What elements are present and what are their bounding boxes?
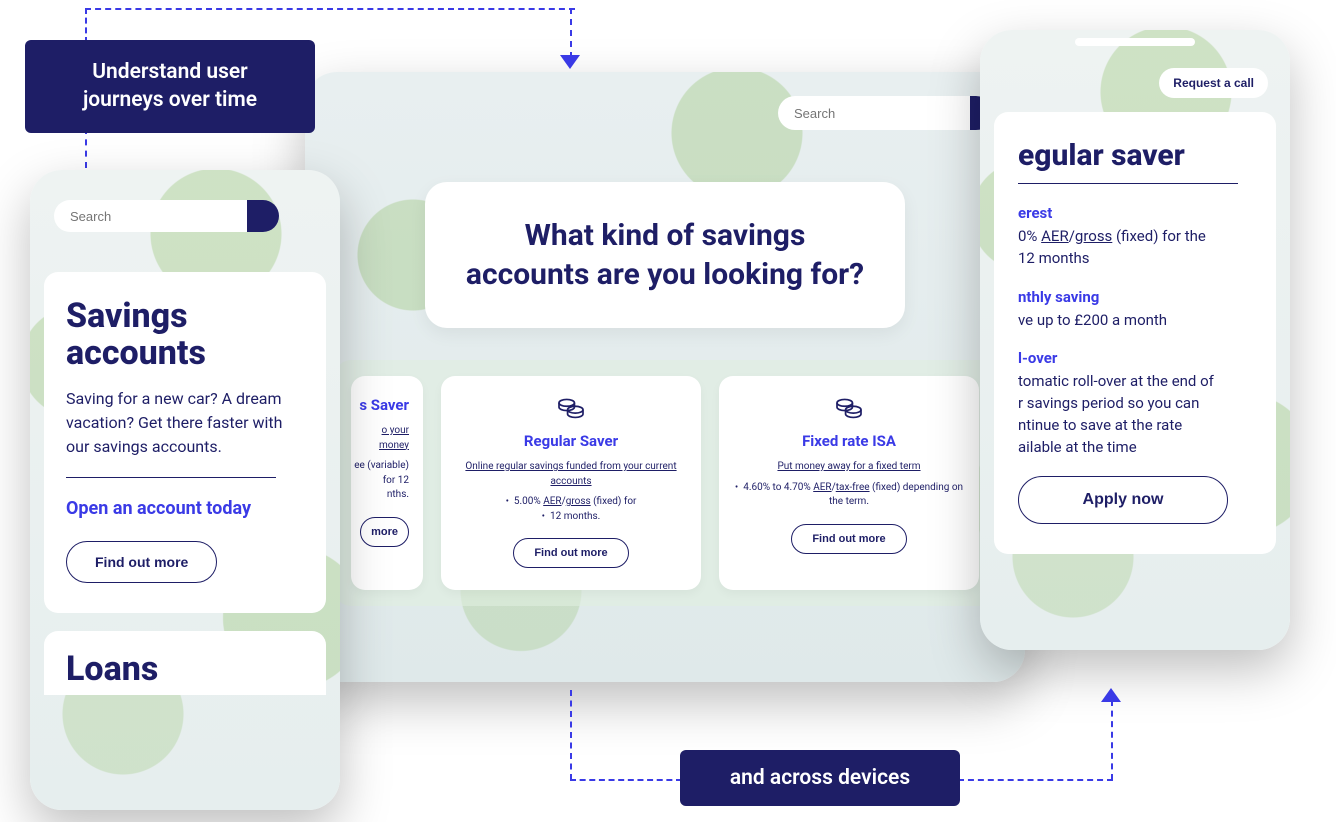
arrow-up-icon	[1101, 688, 1121, 702]
section-label-interest: erest	[1018, 204, 1252, 222]
section-body-monthly: ve up to £200 a month	[1018, 310, 1252, 332]
product-card-fixed-isa: Fixed rate ISA Put money away for a fixe…	[719, 376, 979, 590]
products-strip: s Saver o your money ee (variable) for 1…	[335, 360, 995, 606]
request-call-button[interactable]: Request a call	[1159, 68, 1268, 98]
find-out-more-button[interactable]: Find out more	[791, 524, 906, 554]
intro-text: Saving for a new car? A dream vacation? …	[66, 387, 304, 459]
desktop-headline: What kind of savings accounts are you lo…	[465, 216, 865, 294]
divider	[66, 477, 276, 478]
phone-notch	[1075, 38, 1195, 46]
apply-now-button[interactable]: Apply now	[1018, 476, 1228, 524]
find-out-more-button[interactable]: Find out more	[66, 541, 217, 583]
connector-bottom-left-v	[570, 690, 572, 780]
product-title: s Saver	[359, 396, 409, 414]
connector-bottom-right-v	[1111, 700, 1113, 780]
section-label-rollover: l-over	[1018, 349, 1252, 367]
find-out-more-button[interactable]: Find out more	[513, 538, 628, 568]
savings-card: Savings accounts Saving for a new car? A…	[44, 272, 326, 613]
product-card-regular-saver: Regular Saver Online regular savings fun…	[441, 376, 701, 590]
section-body-interest: 0% AER/gross (fixed) for the12 months	[1018, 226, 1252, 270]
arrow-down-icon	[560, 55, 580, 69]
page-title: Savings accounts	[66, 298, 304, 373]
search-submit-icon[interactable]	[247, 200, 279, 232]
connector-top-h	[85, 8, 575, 10]
product-bullets: • 4.60% to 4.70% AER/tax-free (fixed) de…	[733, 481, 965, 510]
desktop-search-input[interactable]	[778, 106, 970, 121]
product-desc: Online regular savings funded from your …	[455, 460, 687, 489]
product-desc: o your money	[351, 424, 409, 453]
regular-saver-detail-card: egular saver erest 0% AER/gross (fixed) …	[994, 112, 1276, 554]
mobile-search-input[interactable]	[54, 209, 247, 224]
product-bullets: • 5.00% AER/gross (fixed) for• 12 months…	[506, 495, 637, 524]
mobile-left-device: Savings accounts Saving for a new car? A…	[30, 170, 340, 810]
coins-icon	[835, 396, 863, 420]
product-detail-title: egular saver	[1018, 138, 1252, 173]
connector-bottom-h1	[570, 779, 682, 781]
loans-title: Loans	[66, 649, 304, 689]
desktop-search[interactable]	[778, 96, 993, 130]
mobile-right-device: Request a call egular saver erest 0% AER…	[980, 30, 1290, 650]
connector-bottom-h2	[958, 779, 1113, 781]
connector-top-v	[570, 8, 572, 58]
product-peek-cta-button[interactable]: more	[360, 517, 409, 547]
product-card-peek: s Saver o your money ee (variable) for 1…	[351, 376, 423, 590]
desktop-headline-card: What kind of savings accounts are you lo…	[425, 182, 905, 328]
product-title: Regular Saver	[524, 432, 618, 450]
product-desc: Put money away for a fixed term	[777, 460, 920, 475]
product-bullets: ee (variable) for 12nths.	[351, 459, 409, 503]
connector-left-v	[85, 128, 87, 168]
divider	[1018, 183, 1238, 184]
open-account-link[interactable]: Open an account today	[66, 498, 304, 519]
annotation-bottom: and across devices	[680, 750, 960, 806]
desktop-device: What kind of savings accounts are you lo…	[305, 72, 1025, 682]
mobile-search[interactable]	[54, 200, 279, 232]
loans-card: Loans	[44, 631, 326, 695]
section-body-rollover: tomatic roll-over at the end ofr savings…	[1018, 371, 1252, 458]
coins-icon	[557, 396, 585, 420]
section-label-monthly: nthly saving	[1018, 288, 1252, 306]
product-title: Fixed rate ISA	[802, 432, 896, 450]
connector-top-left-v1	[85, 8, 87, 43]
annotation-top: Understand user journeys over time	[25, 40, 315, 133]
